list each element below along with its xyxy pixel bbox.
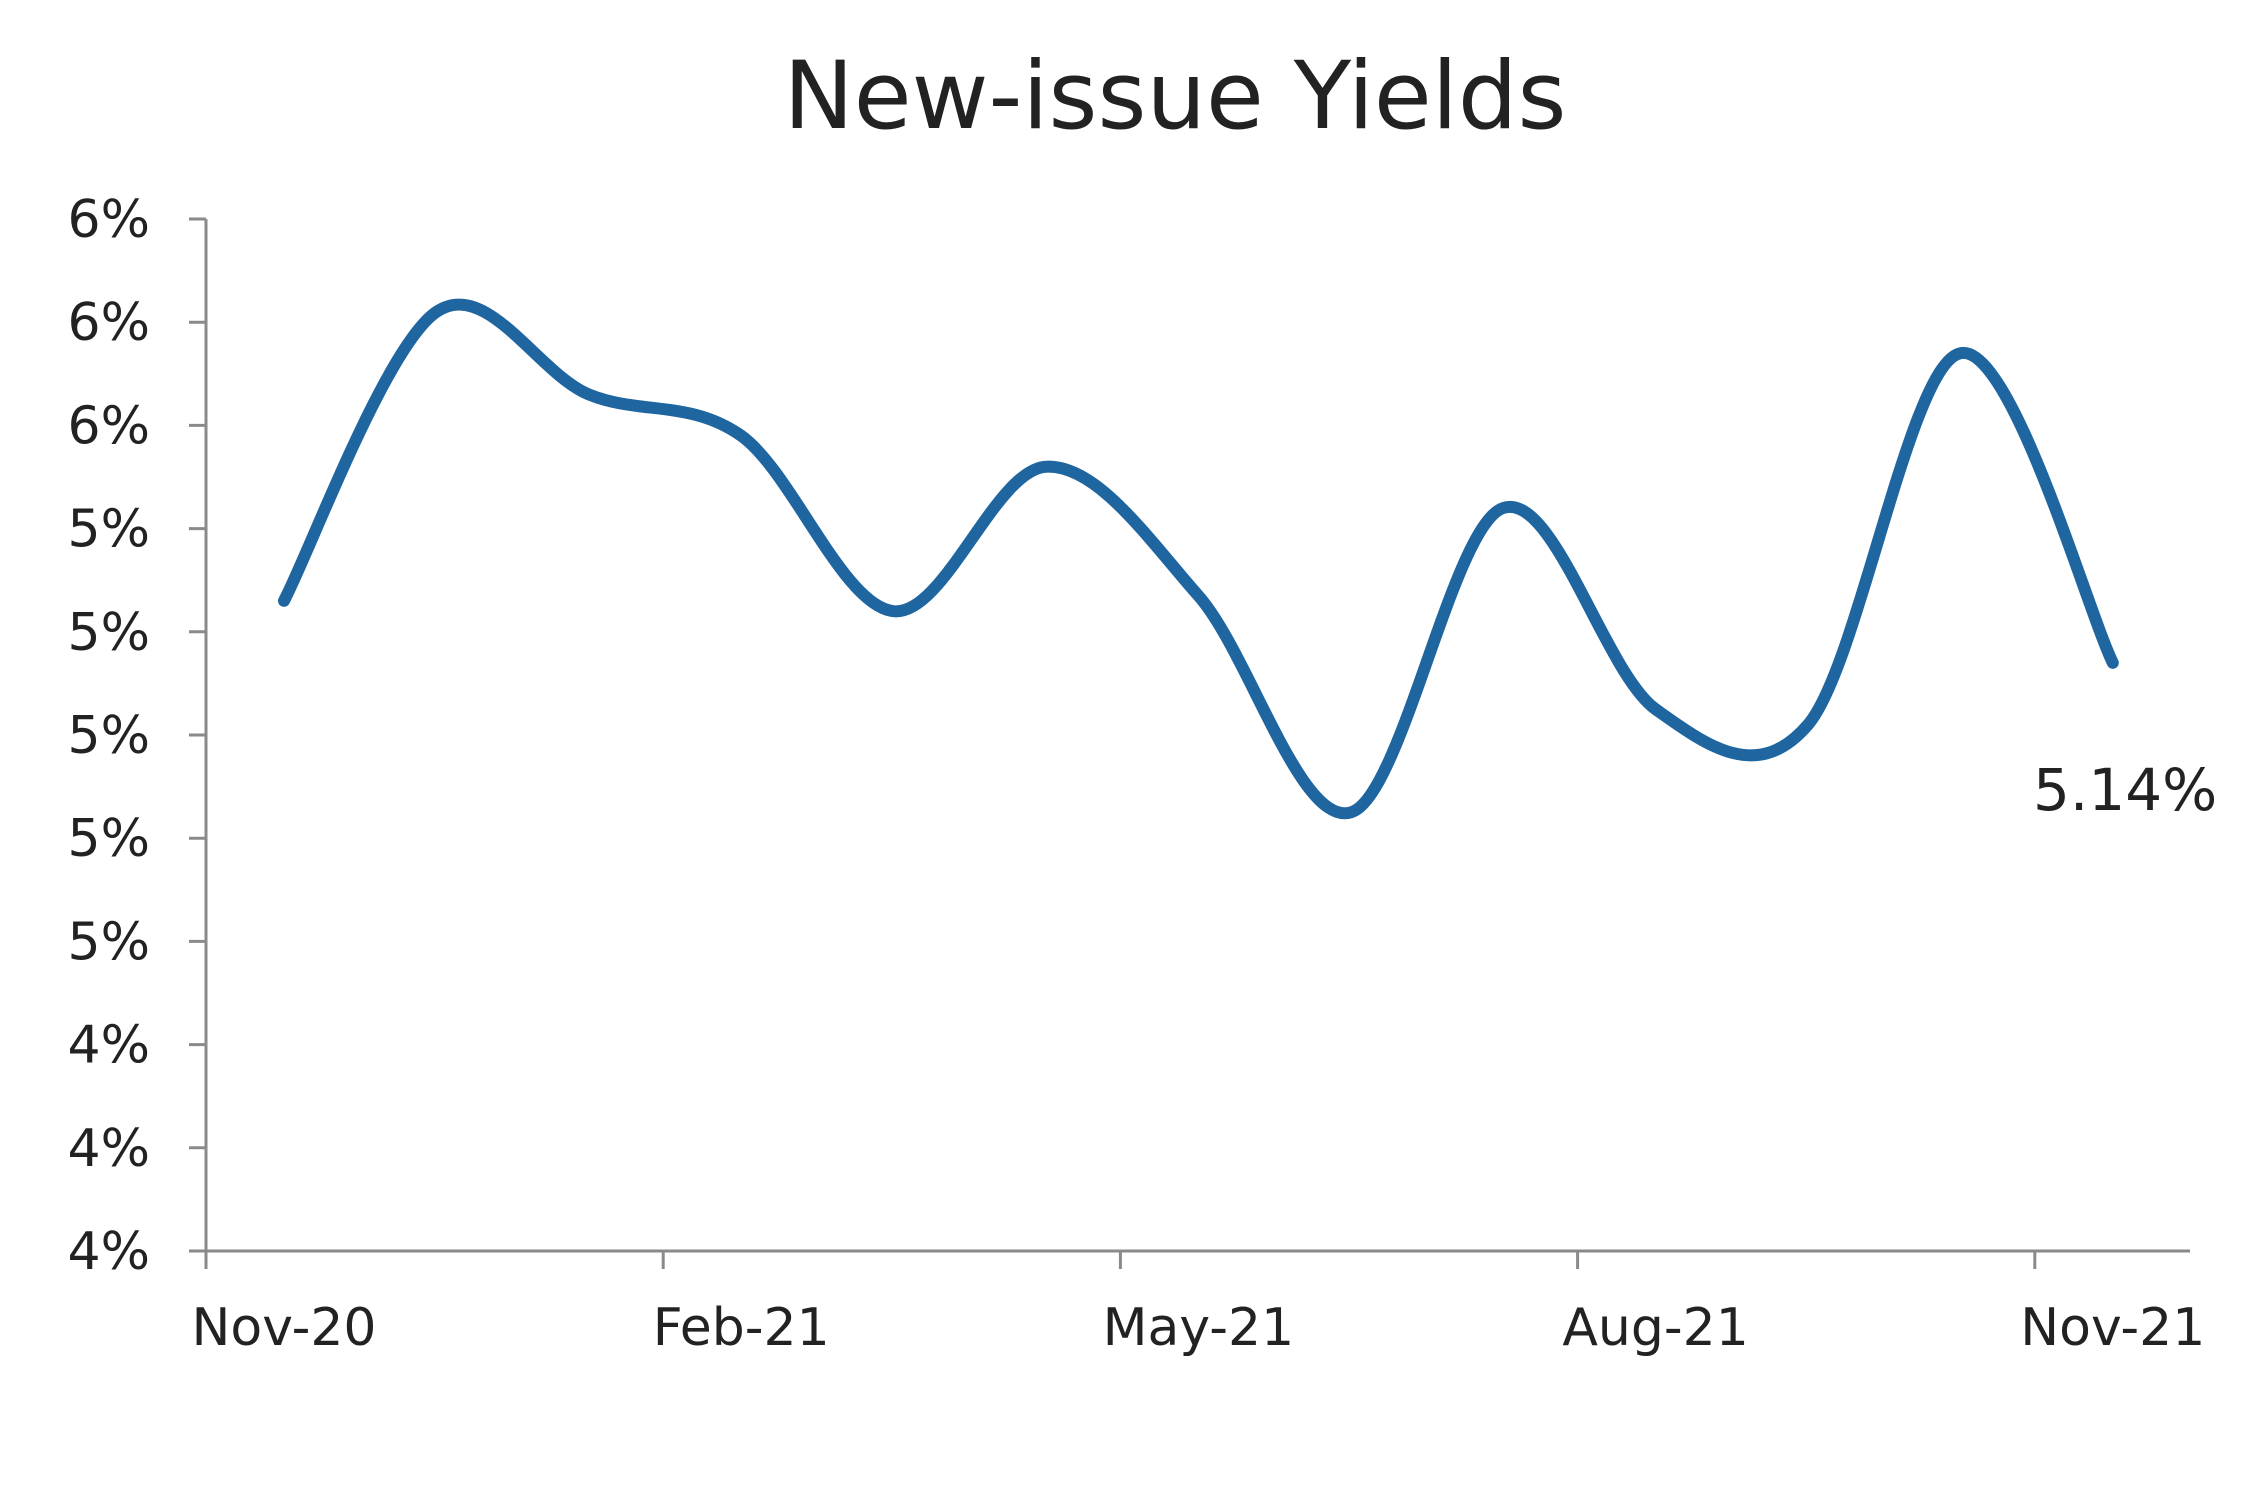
- y-tick-label: 5%: [68, 500, 151, 560]
- y-tick-label: 6%: [68, 396, 151, 456]
- series-line-0: [278, 298, 2119, 820]
- tick-labels: 4% 4% 4% 5% 5% 5% 5% 5% 6% 6% 6% Nov-20 Feb-21 May-21…: [68, 190, 2206, 1358]
- y-tick-label: 5%: [68, 809, 151, 869]
- x-tick-label: Aug-21: [1562, 1298, 1748, 1358]
- y-tick-label: 4%: [68, 1119, 151, 1179]
- y-tick-label: 5%: [68, 912, 151, 972]
- chart-title: New-issue Yields: [783, 42, 1566, 151]
- x-tick-label: Nov-20: [191, 1298, 376, 1358]
- series-layer: [278, 298, 2119, 820]
- y-tick-label: 4%: [68, 1222, 151, 1282]
- x-tick-label: May-21: [1103, 1298, 1295, 1358]
- y-tick-label: 6%: [68, 190, 151, 250]
- data-label-last: 5.14%: [2033, 756, 2217, 824]
- x-tick-label: Feb-21: [653, 1298, 830, 1358]
- y-tick-label: 4%: [68, 1016, 151, 1076]
- y-tick-label: 6%: [68, 293, 151, 353]
- x-tick-label: Nov-21: [2020, 1298, 2205, 1358]
- y-tick-label: 5%: [68, 603, 151, 663]
- y-tick-label: 5%: [68, 706, 151, 766]
- axes: [189, 217, 2190, 1269]
